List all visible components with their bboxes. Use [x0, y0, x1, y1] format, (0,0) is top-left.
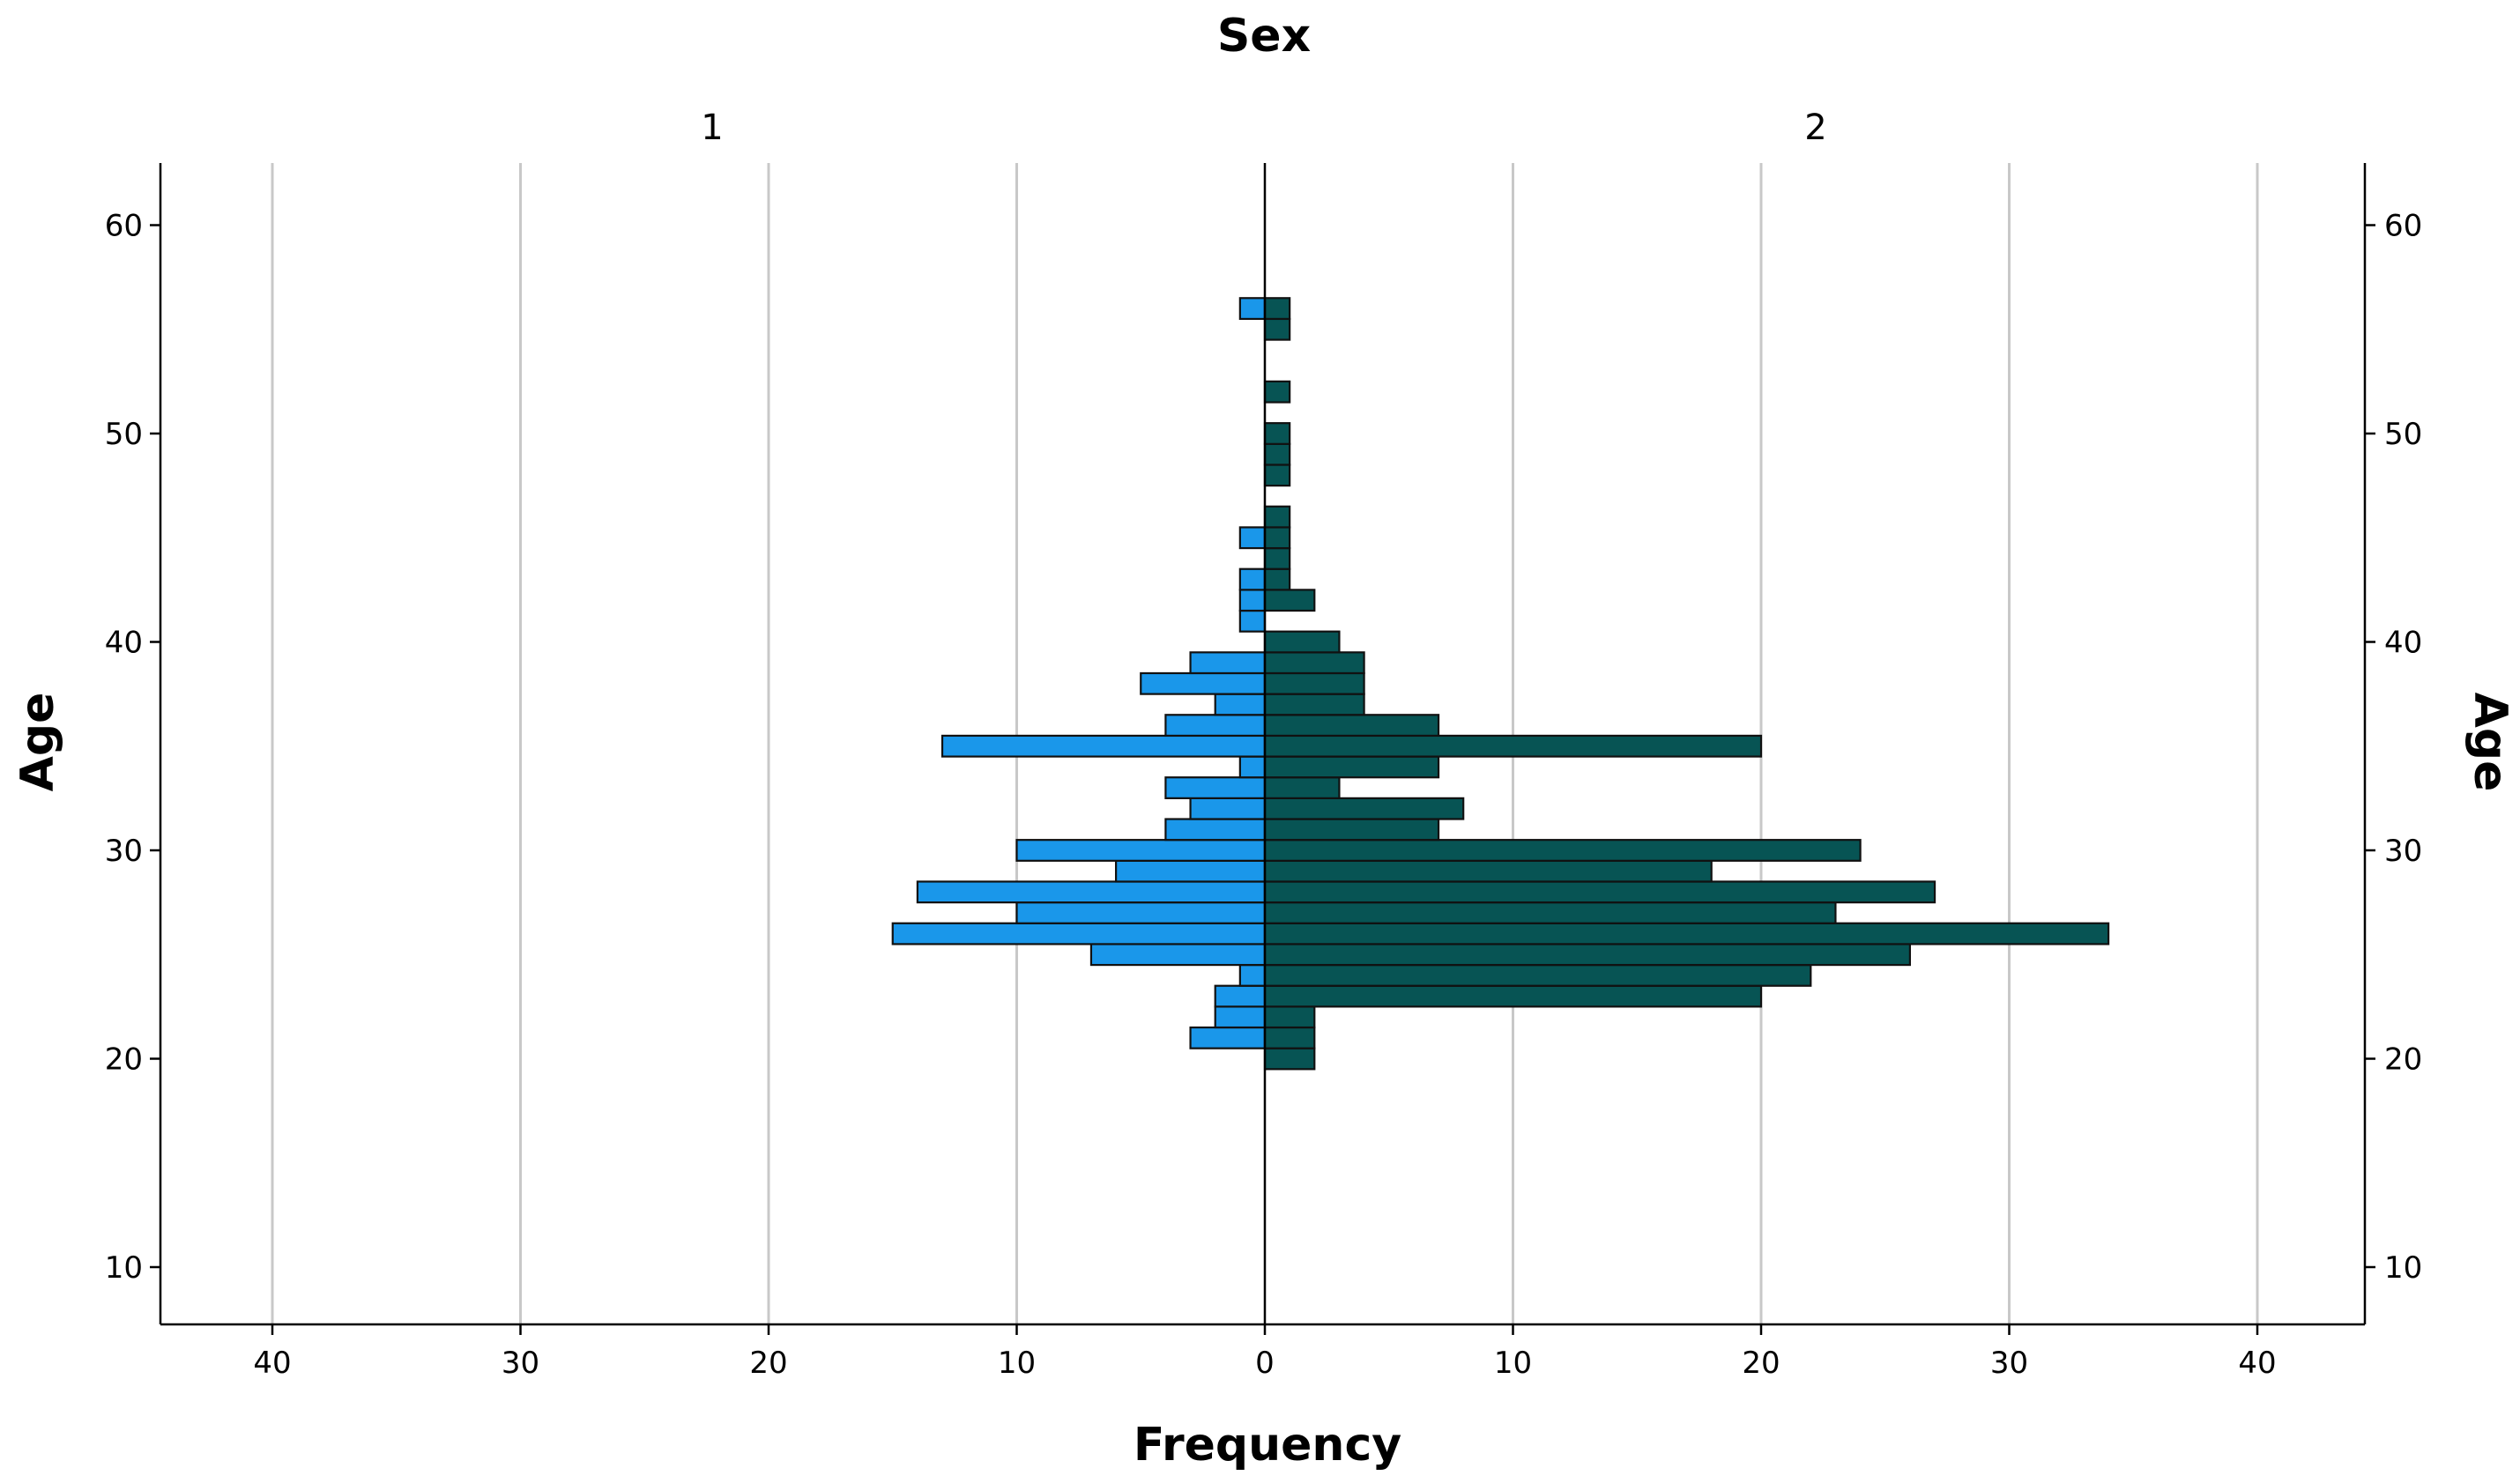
panel-label-right: 2: [1804, 108, 1826, 148]
y-tick-label-right-20: 20: [2384, 1042, 2422, 1078]
x-tick-label-2: 20: [749, 1346, 787, 1381]
bar-series-2-age-38: [1263, 671, 1365, 695]
y-tick-label-right-10: 10: [2384, 1250, 2422, 1286]
bar-series-2-age-31: [1263, 818, 1440, 842]
x-tick-label-5: 10: [1494, 1346, 1532, 1381]
bar-series-2-age-37: [1263, 693, 1365, 716]
x-tick-label-1: 30: [502, 1346, 539, 1381]
bar-series-1-age-26: [891, 922, 1267, 945]
bar-series-2-age-50: [1263, 422, 1291, 445]
bar-series-1-age-37: [1214, 693, 1267, 716]
x-tick-label-0: 40: [253, 1346, 291, 1381]
bar-series-1-age-25: [1089, 943, 1267, 967]
bar-series-2-age-55: [1263, 317, 1291, 341]
bar-series-2-age-49: [1263, 442, 1291, 466]
y-tick-label-right-60: 60: [2384, 209, 2422, 244]
bar-series-1-age-29: [1114, 859, 1267, 883]
bar-series-1-age-39: [1189, 651, 1267, 675]
bar-series-2-age-43: [1263, 567, 1291, 591]
bar-series-1-age-32: [1189, 797, 1267, 820]
bar-series-2-age-27: [1263, 901, 1837, 924]
bar-series-2-age-34: [1263, 755, 1440, 779]
bar-series-1-age-45: [1238, 526, 1267, 550]
y-tick-label-left-20: 20: [105, 1042, 143, 1078]
bar-series-1-age-24: [1238, 963, 1267, 987]
x-tick-label-8: 40: [2238, 1346, 2276, 1381]
y-tick-label-right-50: 50: [2384, 417, 2422, 452]
bar-series-2-age-26: [1263, 922, 2110, 945]
bar-series-2-age-39: [1263, 651, 1365, 675]
y-tick-label-right-40: 40: [2384, 626, 2422, 661]
bar-series-2-age-24: [1263, 963, 1812, 987]
bar-series-2-age-23: [1263, 984, 1763, 1008]
labels: Sex 1 2 Frequency Age Age: [11, 10, 2516, 1472]
y-tick-label-left-50: 50: [105, 417, 143, 452]
bar-series-1-age-41: [1238, 609, 1267, 633]
y-tick-label-right-30: 30: [2384, 834, 2422, 869]
bar-series-2-age-21: [1263, 1026, 1316, 1049]
bar-series-1-age-34: [1238, 755, 1267, 779]
y-tick-label-left-40: 40: [105, 626, 143, 661]
bar-series-2-age-32: [1263, 797, 1465, 820]
x-tick-label-3: 10: [998, 1346, 1036, 1381]
bar-series-1-age-21: [1189, 1026, 1267, 1049]
bar-series-2-age-40: [1263, 630, 1341, 654]
bar-series-2-age-46: [1263, 505, 1291, 529]
axes: 10 10 20 20 30 30 40 40 50 50 60 60 40 30 20 10 0 10 20 30 4…: [105, 163, 2422, 1381]
bar-series-1-age-33: [1164, 776, 1267, 799]
bar-series-2-age-52: [1263, 380, 1291, 404]
panel-label-left: 1: [701, 108, 723, 148]
bar-series-1-age-38: [1140, 671, 1267, 695]
bar-series-2-age-35: [1263, 734, 1763, 758]
bar-series-2-age-45: [1263, 526, 1291, 550]
bar-series-1-age-22: [1214, 1005, 1267, 1029]
bar-series-1-age-27: [1015, 901, 1267, 924]
y-tick-label-left-30: 30: [105, 834, 143, 869]
bar-series-1-age-36: [1164, 714, 1267, 738]
x-axis-title: Frequency: [1134, 1419, 1401, 1472]
bar-series-1-age-23: [1214, 984, 1267, 1008]
bar-series-2-age-30: [1263, 839, 1862, 862]
bar-series-2-age-29: [1263, 859, 1713, 883]
bar-series-1-age-31: [1164, 818, 1267, 842]
y-tick-label-left-60: 60: [105, 209, 143, 244]
y-axis-title-right: Age: [2464, 693, 2516, 792]
bar-series-2-age-48: [1263, 463, 1291, 487]
bar-series-1-age-35: [940, 734, 1267, 758]
bar-series-2-age-33: [1263, 776, 1341, 799]
bar-series-2-age-25: [1263, 943, 1912, 967]
bar-series-1-age-56: [1238, 297, 1267, 321]
bar-series-2-age-28: [1263, 880, 1936, 904]
bar-series-1-age-28: [916, 880, 1267, 904]
bar-series-2-age-56: [1263, 297, 1291, 321]
y-axis-title-left: Age: [11, 693, 64, 792]
bar-series-1-age-30: [1015, 839, 1267, 862]
chart-title: Sex: [1217, 10, 1311, 63]
bar-series-2-age-44: [1263, 546, 1291, 570]
bar-series-1-age-43: [1238, 567, 1267, 591]
bar-series-2-age-22: [1263, 1005, 1316, 1029]
x-tick-label-6: 20: [1742, 1346, 1780, 1381]
bar-series-1-age-42: [1238, 589, 1267, 612]
x-tick-label-4: 0: [1255, 1346, 1275, 1381]
bar-series-2-age-36: [1263, 714, 1440, 738]
bar-series-2-age-20: [1263, 1047, 1316, 1071]
x-tick-label-7: 30: [1990, 1346, 2028, 1381]
y-tick-label-left-10: 10: [105, 1250, 143, 1286]
bar-series-2-age-42: [1263, 589, 1316, 612]
